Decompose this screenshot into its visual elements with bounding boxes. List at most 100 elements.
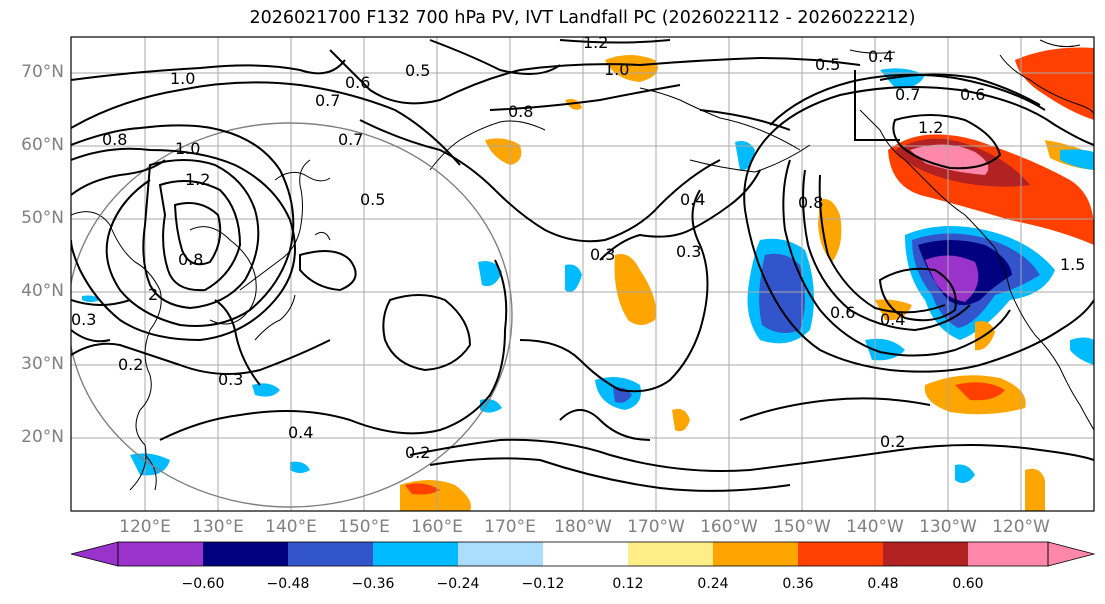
colorbar-tick-label: −0.60 xyxy=(181,576,225,592)
colorbar-frame xyxy=(117,541,1049,567)
colorbar-tick-label: 0.48 xyxy=(867,576,899,592)
colorbar-bin xyxy=(118,542,203,566)
colorbar-bin xyxy=(543,542,628,566)
lon-label: 150°W xyxy=(773,517,831,537)
negative-anomaly xyxy=(925,255,979,302)
colorbar-tick-label: 0.24 xyxy=(697,576,729,592)
positive-anomaly xyxy=(614,254,656,325)
contour-label: 0.8 xyxy=(102,130,127,149)
colorbar-tick-label: −0.36 xyxy=(351,576,395,592)
negative-anomaly xyxy=(955,464,975,484)
negative-anomaly xyxy=(759,253,805,334)
positive-anomaly xyxy=(405,483,440,495)
ivt-shading xyxy=(82,47,1094,511)
contour-label: 0.4 xyxy=(680,190,705,209)
lon-label: 170°W xyxy=(627,517,685,537)
lon-label: 130°W xyxy=(919,517,977,537)
contour-label: 0.4 xyxy=(868,47,893,66)
contour-label: 0.2 xyxy=(405,443,430,462)
lon-label: 140°W xyxy=(846,517,904,537)
contour-label: 0.4 xyxy=(288,423,313,442)
contour-label: 0.2 xyxy=(880,432,905,451)
lat-label: 70°N xyxy=(21,62,64,82)
negative-anomaly xyxy=(82,295,100,302)
colorbar-tick-label: −0.24 xyxy=(436,576,480,592)
negative-anomaly xyxy=(1060,149,1094,170)
contour-label: 0.4 xyxy=(880,310,905,329)
colorbar xyxy=(70,541,1096,567)
lon-label: 160°E xyxy=(411,517,463,537)
lon-label: 120°E xyxy=(119,517,171,537)
positive-anomaly xyxy=(605,55,658,82)
contour-label: 0.3 xyxy=(71,310,96,329)
colorbar-tick-label: 0.36 xyxy=(782,576,814,592)
contour-label: 0.7 xyxy=(315,91,340,110)
colorbar-bin xyxy=(288,542,373,566)
positive-anomaly xyxy=(672,408,690,432)
contour-label: 0.6 xyxy=(345,73,370,92)
contour-label: 0.3 xyxy=(218,370,243,389)
colorbar-bin xyxy=(968,542,1048,566)
lon-label: 140°E xyxy=(265,517,317,537)
positive-anomaly xyxy=(955,382,1005,401)
contour-label: 0.8 xyxy=(508,102,533,121)
negative-anomaly xyxy=(565,264,582,293)
colorbar-extend-high xyxy=(1047,541,1096,567)
contour-label: 0.8 xyxy=(798,193,823,212)
contour-label: 0.6 xyxy=(830,303,855,322)
lon-label: 120°W xyxy=(992,517,1050,537)
lat-label: 50°N xyxy=(21,208,64,228)
negative-anomaly xyxy=(252,383,280,397)
contour-label: 0.8 xyxy=(178,250,203,269)
positive-anomaly xyxy=(818,199,842,262)
contour-label: 2 xyxy=(148,285,158,304)
colorbar-tick-label: 0.12 xyxy=(612,576,644,592)
colorbar-bin xyxy=(883,542,968,566)
contour-label: 0.3 xyxy=(590,245,615,264)
colorbar-tick-label: 0.60 xyxy=(952,576,984,592)
contour-label: 1.0 xyxy=(604,60,629,79)
contour-label: 1.5 xyxy=(1060,255,1085,274)
colorbar-tick-label: −0.48 xyxy=(266,576,310,592)
contour-label: 0.2 xyxy=(118,355,143,374)
contour-label: 0.5 xyxy=(405,61,430,80)
coastlines xyxy=(71,39,1094,491)
contour-labels: 1.2 1.0 0.6 0.5 0.7 0.8 0.7 0.5 1.0 0.5 … xyxy=(71,33,1085,462)
contour-label: 1.2 xyxy=(583,33,608,52)
negative-anomaly xyxy=(480,399,502,413)
colorbar-bin xyxy=(713,542,798,566)
contour-label: 0.6 xyxy=(960,85,985,104)
contour-label: 1.2 xyxy=(918,118,943,137)
contour-label: 0.5 xyxy=(360,190,385,209)
reference-circle xyxy=(71,122,513,508)
negative-anomaly xyxy=(478,261,502,287)
lon-label: 150°E xyxy=(338,517,390,537)
contour-label: 1.0 xyxy=(175,139,200,158)
colorbar-bin xyxy=(373,542,458,566)
colorbar-tick-label: −0.12 xyxy=(521,576,565,592)
colorbar-bin xyxy=(458,542,543,566)
colorbar-bin xyxy=(203,542,288,566)
graticule xyxy=(71,37,1094,511)
contour-label: 0.5 xyxy=(815,55,840,74)
positive-anomaly xyxy=(485,138,522,165)
colorbar-extend-low xyxy=(70,541,119,567)
contour-label: 1.0 xyxy=(170,69,195,88)
pv-contours xyxy=(71,39,1094,492)
lon-label: 180°W xyxy=(554,517,612,537)
positive-anomaly xyxy=(1025,468,1045,511)
map-frame xyxy=(70,36,1095,512)
negative-anomaly xyxy=(735,141,755,171)
map-title: 2026021700 F132 700 hPa PV, IVT Landfall… xyxy=(249,8,916,28)
contour-label: 0.3 xyxy=(676,242,701,261)
lon-label: 130°E xyxy=(192,517,244,537)
colorbar-bin xyxy=(798,542,883,566)
negative-anomaly xyxy=(1070,337,1094,365)
contour-label: 0.7 xyxy=(338,130,363,149)
contour-label: 0.7 xyxy=(895,85,920,104)
lat-label: 40°N xyxy=(21,281,64,301)
lon-label: 170°E xyxy=(484,517,536,537)
negative-anomaly xyxy=(290,461,310,473)
colorbar-bin xyxy=(628,542,713,566)
